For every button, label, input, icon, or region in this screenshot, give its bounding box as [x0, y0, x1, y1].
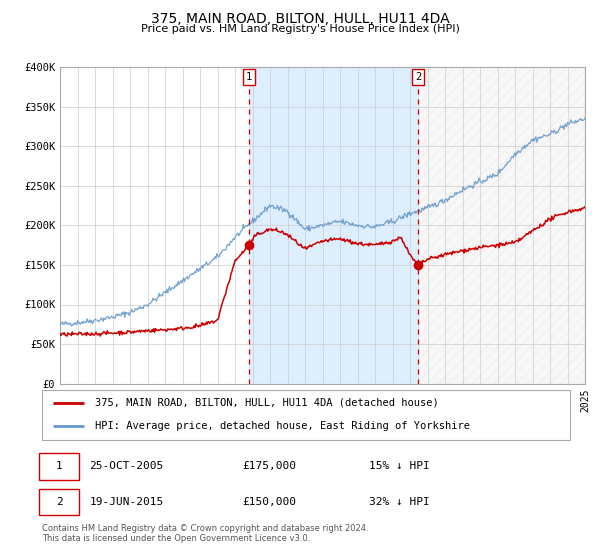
Text: Price paid vs. HM Land Registry's House Price Index (HPI): Price paid vs. HM Land Registry's House …	[140, 24, 460, 34]
Text: 1: 1	[56, 461, 63, 472]
Text: £150,000: £150,000	[242, 497, 296, 507]
Text: 32% ↓ HPI: 32% ↓ HPI	[370, 497, 430, 507]
Bar	[249, 67, 418, 384]
Text: 2: 2	[56, 497, 63, 507]
Text: £175,000: £175,000	[242, 461, 296, 472]
Text: 2: 2	[415, 72, 421, 82]
Text: 19-JUN-2015: 19-JUN-2015	[89, 497, 164, 507]
Text: 375, MAIN ROAD, BILTON, HULL, HU11 4DA: 375, MAIN ROAD, BILTON, HULL, HU11 4DA	[151, 12, 449, 26]
Text: HPI: Average price, detached house, East Riding of Yorkshire: HPI: Average price, detached house, East…	[95, 421, 470, 431]
FancyBboxPatch shape	[40, 489, 79, 515]
FancyBboxPatch shape	[42, 390, 570, 440]
Text: Contains HM Land Registry data © Crown copyright and database right 2024.
This d: Contains HM Land Registry data © Crown c…	[42, 524, 368, 543]
Text: 375, MAIN ROAD, BILTON, HULL, HU11 4DA (detached house): 375, MAIN ROAD, BILTON, HULL, HU11 4DA (…	[95, 398, 439, 408]
FancyBboxPatch shape	[40, 453, 79, 479]
Bar	[418, 67, 585, 384]
Text: 15% ↓ HPI: 15% ↓ HPI	[370, 461, 430, 472]
Text: 25-OCT-2005: 25-OCT-2005	[89, 461, 164, 472]
Text: 1: 1	[246, 72, 252, 82]
